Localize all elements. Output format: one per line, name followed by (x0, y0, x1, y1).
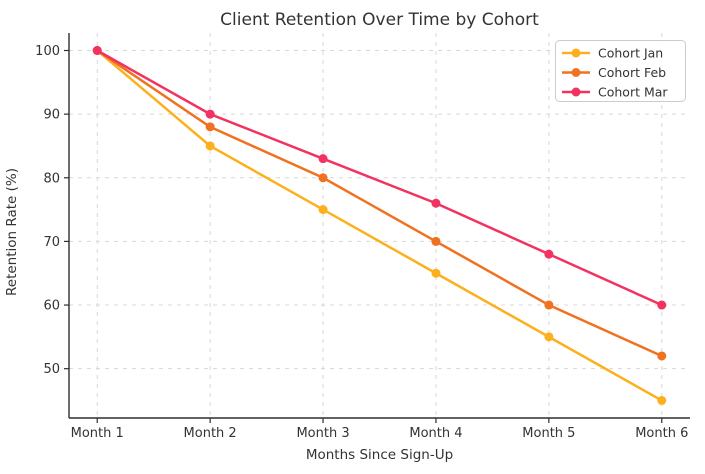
plot-area: Month 1 Month 2 Month 3 Month 4 Month 5 Month… (35, 33, 690, 441)
series-point-cohort-mar (544, 249, 554, 259)
y-axis-label: Retention Rate (%) (4, 168, 20, 296)
y-tick-label: 70 (43, 235, 60, 250)
legend-entry-label-cohort-feb: Cohort Feb (598, 65, 666, 80)
y-tick-label: 80 (43, 171, 60, 186)
y-tick-label: 60 (43, 299, 60, 314)
series-point-cohort-feb (205, 122, 215, 132)
y-tick-label: 50 (43, 362, 60, 377)
chart-title: Client Retention Over Time by Cohort (220, 10, 539, 30)
series-point-cohort-mar (205, 109, 215, 119)
legend-entry-label-cohort-mar: Cohort Mar (598, 85, 668, 100)
series-point-cohort-mar (657, 300, 667, 310)
series-point-cohort-jan (431, 268, 441, 278)
series-line-cohort-mar (95, 49, 664, 307)
y-tick-label: 90 (43, 108, 60, 123)
series-point-cohort-mar (431, 198, 441, 208)
series-line-cohort-jan (95, 49, 664, 402)
legend-swatch-marker-cohort-mar (571, 87, 581, 97)
series-point-cohort-mar (92, 46, 102, 55)
series-point-cohort-feb (318, 173, 328, 183)
series-point-cohort-feb (657, 351, 667, 361)
legend-swatch-marker-cohort-feb (571, 68, 581, 77)
series-point-cohort-feb (544, 300, 554, 310)
x-tick-label: Month 3 (296, 426, 349, 441)
legend-swatch-marker-cohort-jan (571, 48, 581, 58)
legend-box (555, 40, 686, 102)
series-point-cohort-jan (205, 141, 215, 151)
series-point-cohort-jan (544, 332, 554, 342)
x-tick-label: Month 1 (71, 426, 124, 441)
series-line-cohort-feb (95, 49, 664, 358)
x-tick-label: Month 6 (635, 426, 688, 441)
y-tick-label: 100 (35, 44, 60, 59)
legend-entry-label-cohort-jan: Cohort Jan (598, 46, 663, 61)
series-point-cohort-jan (657, 396, 667, 405)
x-tick-label: Month 2 (184, 426, 237, 441)
x-axis-label: Months Since Sign-Up (306, 447, 453, 463)
legend: Cohort Jan Cohort Feb Cohort Mar (555, 40, 686, 102)
x-tick-label: Month 5 (522, 426, 575, 441)
series-point-cohort-mar (318, 154, 328, 164)
x-tick-label: Month 4 (409, 426, 462, 441)
series-point-cohort-feb (431, 236, 441, 246)
series-point-cohort-jan (318, 205, 328, 215)
